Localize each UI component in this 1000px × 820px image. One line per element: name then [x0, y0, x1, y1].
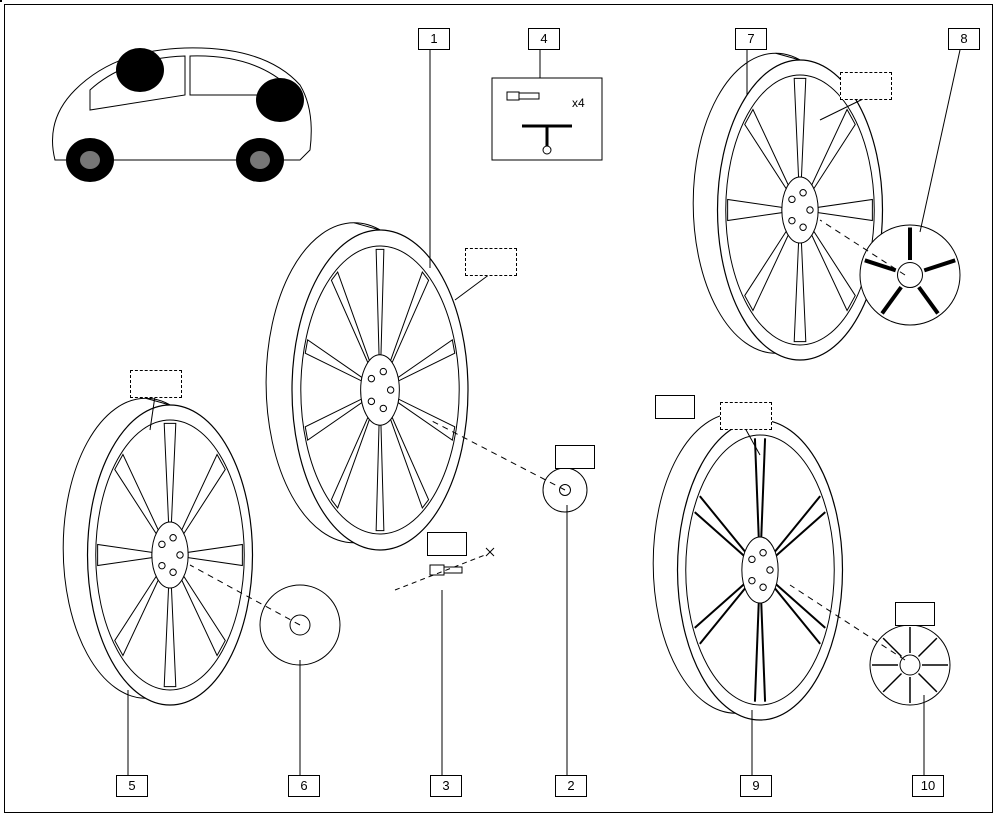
callout-8: 8 [948, 28, 980, 50]
callout-9: 9 [740, 775, 772, 797]
callout-4: 4 [528, 28, 560, 50]
center-cap [860, 225, 960, 325]
drawing-layer [0, 0, 1000, 820]
callout-1: 1 [418, 28, 450, 50]
ref-box-dashed [840, 72, 892, 100]
callout-leader [920, 50, 960, 232]
callout-5: 5 [116, 775, 148, 797]
fastener-inset [0, 0, 2, 2]
diagram-stage: x4 1 4 7 8 5 6 3 2 9 10 [0, 0, 1000, 820]
center-cap [870, 625, 950, 705]
ref-box-solid [427, 532, 467, 556]
callout-7: 7 [735, 28, 767, 50]
ref-box-solid [895, 602, 935, 626]
callout-10: 10 [912, 775, 944, 797]
ref-box-solid [555, 445, 595, 469]
wheel [63, 398, 252, 705]
ref-box-solid [655, 395, 695, 419]
callout-6: 6 [288, 775, 320, 797]
wheel [653, 413, 842, 720]
ref-box-dashed [720, 402, 772, 430]
callout-3: 3 [430, 775, 462, 797]
wheel [266, 223, 468, 550]
vehicle-silhouette [53, 48, 312, 182]
ref-box-dashed [130, 370, 182, 398]
callout-2: 2 [555, 775, 587, 797]
qty-label: x4 [572, 96, 585, 110]
ref-box-dashed [465, 248, 517, 276]
